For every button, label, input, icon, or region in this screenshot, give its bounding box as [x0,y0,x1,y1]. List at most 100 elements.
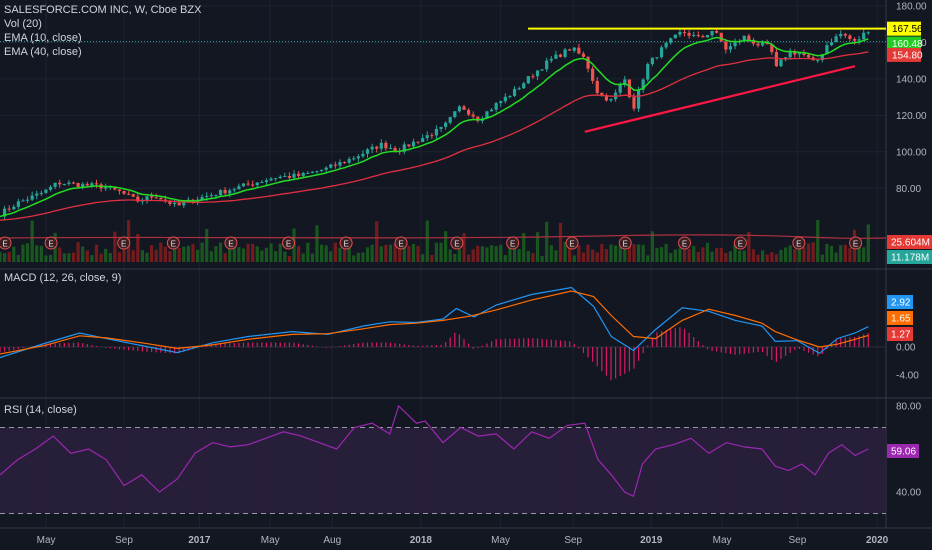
macd-histogram-bar [123,347,125,350]
macd-histogram-bar [128,347,130,351]
volume-bar [866,224,870,262]
candle-body [209,195,213,197]
candle-body [724,41,728,50]
candle-body [705,35,710,38]
symbol-title: SALESFORCE.COM INC, W, Cboe BZX [4,4,202,16]
earnings-marker [117,236,131,250]
volume-bar [388,244,393,262]
volume-bar [728,251,733,262]
macd-histogram-bar [555,340,557,347]
macd-tag [887,295,913,309]
macd-histogram-bar [91,345,93,347]
volume-bar [122,248,126,262]
earnings-marker-label: E [398,240,403,249]
macd-histogram-bar [353,344,355,347]
rsi-line [0,404,869,498]
earnings-marker [618,236,632,250]
candle-body [71,182,76,184]
ema10-line [0,36,869,218]
volume-bar [398,244,402,262]
volume-bar [701,247,705,262]
macd-histogram-bar [435,345,438,347]
volume-bar [820,254,824,262]
macd-histogram-bar [380,342,382,347]
candle-body [117,189,122,192]
candle-body [558,54,563,57]
macd-histogram-bar [72,342,75,347]
macd-histogram-bar [59,343,61,347]
ema40-legend: EMA (40, close) [4,46,82,58]
volume-bar [802,247,806,262]
macd-histogram-bar [481,345,483,347]
earnings-marker-label: E [454,240,459,249]
volume-bar [517,249,521,262]
macd-histogram-bar [440,344,442,347]
macd-histogram-bar [445,342,447,347]
candle-body [306,172,310,174]
rsi-title: RSI (14, close) [4,404,77,416]
macd-histogram-bar [812,347,814,355]
volume-bar [627,243,631,262]
volume-bar [251,243,255,262]
candle-body [365,149,370,154]
volume-bar [159,242,163,262]
macd-histogram-bar [467,343,470,347]
candle-body [696,34,700,37]
volume-bar [586,244,590,262]
volume-bar [531,253,535,262]
candle-body [627,79,631,98]
candle-body [319,169,324,172]
macd-histogram-bar [550,339,552,347]
candle-body [297,173,301,176]
volume-bar [0,251,2,262]
candle-body [641,79,645,90]
candle-body [205,195,209,197]
candle-body [623,79,627,86]
macd-histogram-bar [17,347,19,349]
macd-histogram-bar [187,347,189,351]
candle-body [90,183,94,186]
volume-bar [379,246,383,262]
volume-bar [457,249,462,262]
support-trendline [584,65,856,133]
volume-bar [12,246,16,262]
volume-bar [347,247,351,262]
volume-bar [719,248,723,262]
price-tag-label: 154.80 [892,50,923,61]
macd-histogram-bar [477,347,479,348]
candle-body [342,162,347,164]
volume-legend: Vol (20) [4,18,42,30]
volume-bar [600,243,604,262]
earnings-marker-label: E [796,240,801,249]
time-axis: May Sep 2017 May Aug 2018 May Sep 2019 May Sep 2020 [37,535,889,546]
candle-body [329,164,333,168]
volume-bar [816,220,820,262]
rsi-band-background [0,427,886,514]
price-tag [887,36,921,51]
macd-histogram-bar [109,347,111,349]
volume-bar [16,254,20,262]
candle-body [779,59,783,67]
macd-histogram-bar [752,347,755,353]
macd-histogram-bar [665,330,667,347]
macd-histogram-bar [858,335,860,347]
candle-body [81,183,85,187]
candle-body [85,183,89,186]
volume-bar [191,244,195,262]
earnings-marker-label: E [853,240,858,249]
volume-bar [186,245,190,262]
volume-bar [747,231,751,262]
candle-body [457,106,462,112]
candle-body [136,196,140,202]
macd-histogram-bar [302,344,304,347]
candle-body [12,206,16,210]
macd-histogram-bar [31,346,33,347]
macd-histogram-bar [118,347,121,350]
candle-body [274,178,278,180]
candle-body [25,199,30,201]
candle-body [237,186,241,190]
candle-body [333,164,337,166]
candle-body [30,195,34,200]
volume-bar [58,247,62,262]
